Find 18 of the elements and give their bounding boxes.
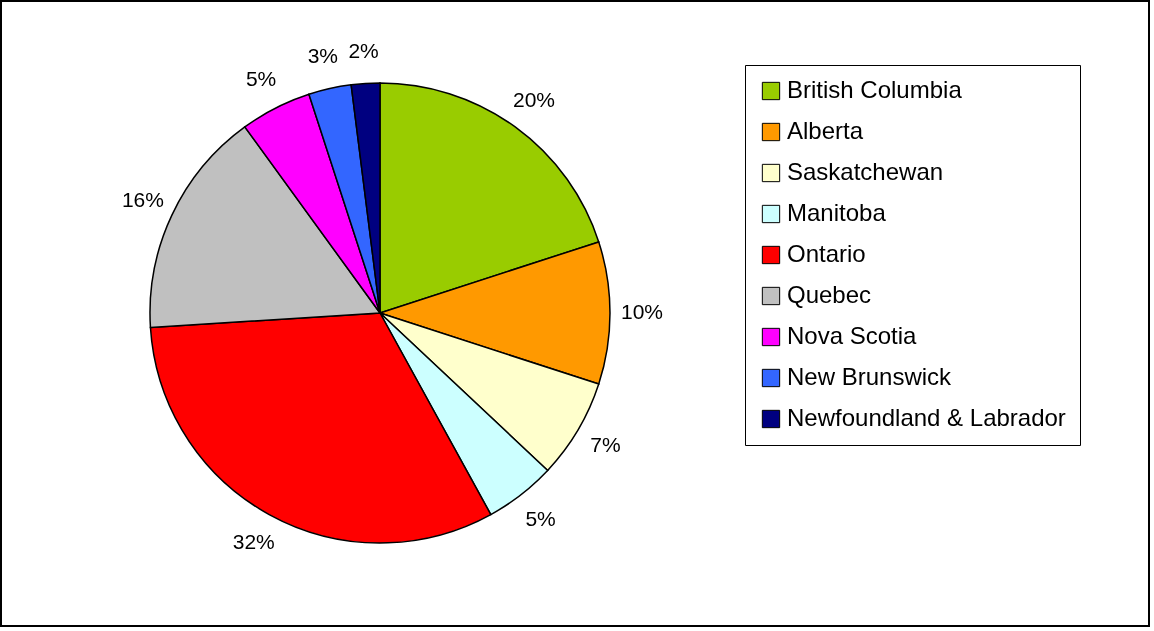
data-label: 16% [121, 188, 164, 212]
data-label: 5% [245, 66, 277, 90]
data-label: 10% [620, 300, 664, 323]
legend-label: Nova Scotia [787, 322, 918, 349]
legend-label: Quebec [787, 281, 872, 308]
data-label: 32% [232, 529, 275, 553]
data-label: 7% [590, 433, 621, 457]
legend-label: British Columbia [787, 76, 963, 103]
legend-label: Alberta [787, 117, 864, 144]
legend-label: New Brunswick [787, 363, 953, 390]
legend-label: Saskatchewan [787, 158, 944, 185]
data-label: 20% [512, 88, 556, 112]
legend-label: Newfoundland & Labrador [787, 404, 1066, 431]
data-label: 2% [348, 38, 379, 62]
legend-label: Manitoba [787, 199, 887, 226]
data-label: 3% [307, 44, 339, 68]
data-label: 5% [525, 507, 556, 531]
legend-label: Ontario [787, 240, 866, 267]
